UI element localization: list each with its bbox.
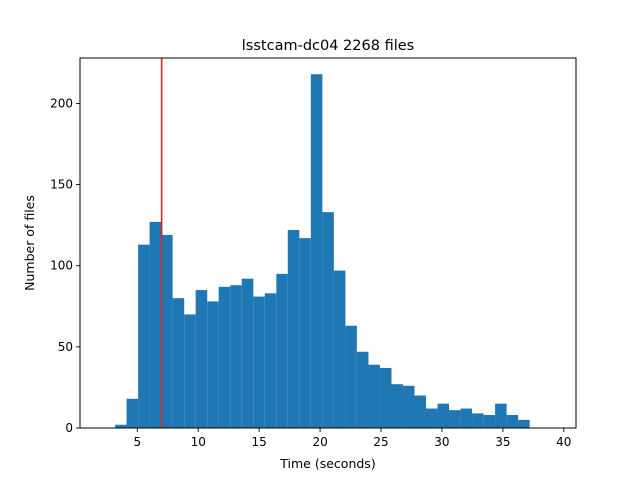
x-tick-label: 30: [434, 435, 449, 449]
histogram-bar: [276, 273, 288, 428]
y-axis-ticks: 0 50 100 150 200: [50, 96, 80, 435]
y-tick-label: 0: [65, 421, 73, 435]
histogram-bar: [495, 403, 507, 428]
x-axis-label: Time (seconds): [279, 456, 375, 471]
histogram-bar: [310, 74, 323, 428]
histogram-bar: [184, 314, 196, 428]
histogram-bar: [161, 234, 173, 428]
histogram-bar: [460, 408, 473, 428]
histogram-bar: [253, 296, 265, 428]
histogram-bar: [333, 270, 346, 428]
histogram-bar: [368, 364, 380, 428]
x-tick-label: 15: [252, 435, 267, 449]
histogram-bar: [472, 413, 484, 428]
histogram-bar: [518, 419, 530, 428]
y-tick-label: 150: [50, 178, 73, 192]
x-tick-label: 40: [556, 435, 571, 449]
histogram-bar: [126, 398, 139, 428]
histogram-bar: [149, 221, 162, 428]
histogram-bar: [425, 408, 438, 428]
chart-title: lsstcam-dc04 2268 files: [242, 38, 414, 54]
histogram-bar: [287, 230, 300, 428]
histogram-bar: [414, 395, 426, 428]
histogram-bar: [391, 384, 403, 428]
histogram-bar: [345, 325, 357, 428]
histogram-bar: [322, 212, 334, 428]
histogram-bar: [402, 385, 415, 428]
y-tick-label: 100: [50, 259, 73, 273]
histogram-bar: [299, 238, 311, 428]
x-tick-label: 10: [191, 435, 206, 449]
histogram-bar: [449, 410, 461, 428]
histogram-bar: [483, 415, 496, 428]
histogram-bar: [379, 367, 392, 428]
y-tick-label: 200: [50, 96, 73, 110]
histogram-bar: [230, 285, 242, 428]
histogram-bar: [437, 403, 450, 428]
y-axis-label: Number of files: [22, 195, 37, 291]
histogram-bar: [241, 278, 254, 428]
y-tick-label: 50: [58, 340, 73, 354]
histogram-bar: [506, 415, 519, 428]
histogram-bar: [207, 301, 219, 428]
x-tick-label: 20: [312, 435, 327, 449]
x-tick-label: 25: [373, 435, 388, 449]
histogram-bars: [115, 74, 530, 428]
x-tick-label: 35: [495, 435, 510, 449]
histogram-bar: [195, 290, 208, 428]
x-tick-label: 5: [133, 435, 141, 449]
histogram-bar: [218, 286, 231, 428]
histogram-bar: [115, 424, 127, 428]
histogram-bar: [356, 351, 369, 428]
histogram-bar: [264, 293, 277, 428]
x-axis-ticks: 5 10 15 20 25 30 35 40: [133, 428, 571, 449]
histogram-bar: [138, 244, 150, 428]
histogram-bar: [172, 298, 185, 428]
plot-frame: [79, 57, 577, 429]
